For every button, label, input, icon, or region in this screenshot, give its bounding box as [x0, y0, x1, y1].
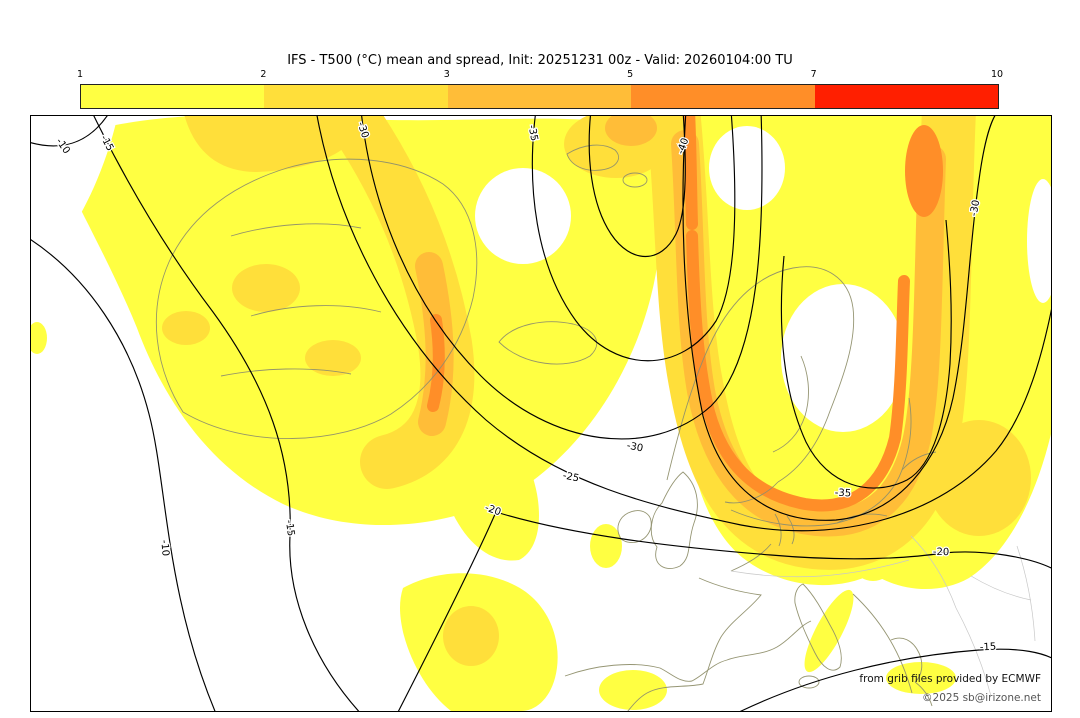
colorbar-tick: 10	[990, 69, 1004, 80]
colorbar-segment	[81, 85, 265, 108]
contour-label: -35	[526, 124, 540, 142]
map-canvas: -10 -15 -10 -15 -20 -25 -30 -30 -35 -40 …	[30, 115, 1052, 712]
spread-white-holes	[31, 116, 1051, 432]
weather-map-svg: -10 -15 -10 -15 -20 -25 -30 -30 -35 -40 …	[31, 116, 1051, 711]
contour-label: -25	[562, 470, 580, 484]
chart-title: IFS - T500 (°C) mean and spread, Init: 2…	[287, 53, 793, 68]
contour-label: -30	[969, 199, 983, 217]
colorbar-tick: 1	[76, 69, 84, 80]
spread-band-level4	[427, 116, 910, 512]
spread-fill-level4	[905, 125, 943, 217]
spread-fill-level3	[605, 116, 657, 146]
colorbar-segment	[447, 85, 632, 108]
contour-label: -20	[933, 547, 950, 559]
contour-lines	[31, 116, 1051, 711]
contour-label: -15	[283, 519, 296, 537]
colorbar-segment	[631, 85, 815, 108]
colorbar	[80, 84, 999, 109]
contour-label: -35	[835, 488, 852, 500]
colorbar-ticks: 1 2 3 5 7 10	[76, 69, 1003, 81]
colorbar-tick: 2	[260, 69, 267, 80]
attribution-text: from grib files provided by ECMWF	[859, 673, 1041, 685]
colorbar-tick: 7	[810, 69, 817, 80]
colorbar-segment	[264, 85, 448, 108]
contour-label: -15	[980, 642, 997, 654]
colorbar-tick: 3	[443, 69, 450, 80]
copyright-text: ©2025 sb@irizone.net	[922, 692, 1041, 704]
colorbar-tick: 5	[627, 69, 634, 80]
contour-label: -30	[626, 440, 644, 454]
colorbar-segment	[814, 85, 999, 108]
contour-label: -10	[158, 539, 170, 556]
